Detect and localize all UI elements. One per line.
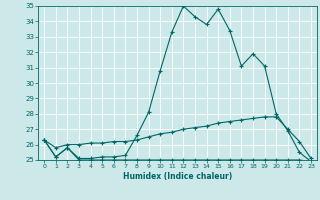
X-axis label: Humidex (Indice chaleur): Humidex (Indice chaleur): [123, 172, 232, 181]
